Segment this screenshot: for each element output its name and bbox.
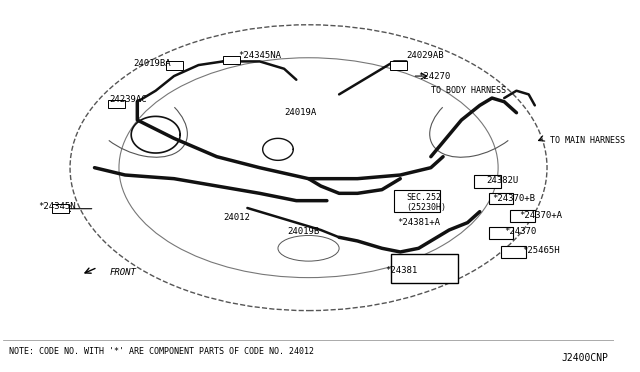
FancyBboxPatch shape (391, 254, 458, 283)
Text: TO BODY HARNESS: TO BODY HARNESS (431, 86, 506, 95)
Text: 24029AB: 24029AB (406, 51, 444, 60)
Text: FRONT: FRONT (110, 267, 137, 277)
Text: *24370: *24370 (504, 227, 536, 236)
FancyBboxPatch shape (474, 175, 501, 188)
FancyBboxPatch shape (166, 61, 183, 70)
Text: NOTE: CODE NO. WITH '*' ARE COMPONENT PARTS OF CODE NO. 24012: NOTE: CODE NO. WITH '*' ARE COMPONENT PA… (9, 347, 314, 356)
FancyBboxPatch shape (390, 61, 407, 70)
FancyBboxPatch shape (501, 247, 525, 258)
Text: *24345NA: *24345NA (238, 51, 281, 60)
FancyBboxPatch shape (489, 227, 513, 239)
FancyBboxPatch shape (510, 210, 535, 222)
Text: *24345N: *24345N (38, 202, 76, 211)
Text: *24381+A: *24381+A (397, 218, 440, 227)
FancyBboxPatch shape (108, 100, 125, 108)
FancyBboxPatch shape (489, 193, 513, 204)
Text: *24270: *24270 (419, 71, 451, 81)
Text: *24381: *24381 (385, 266, 417, 275)
Text: 24012: 24012 (223, 213, 250, 222)
Text: TO MAIN HARNESS: TO MAIN HARNESS (550, 136, 625, 145)
Text: 24382U: 24382U (486, 176, 518, 185)
FancyBboxPatch shape (394, 190, 440, 212)
Text: J2400CNP: J2400CNP (561, 353, 608, 363)
Text: 24019A: 24019A (284, 108, 316, 117)
Text: 24239AC: 24239AC (110, 95, 147, 105)
Text: SEC.252
(25230H): SEC.252 (25230H) (406, 193, 446, 212)
FancyBboxPatch shape (52, 204, 69, 213)
Text: 24019B: 24019B (287, 227, 319, 236)
Text: 24019BA: 24019BA (133, 59, 171, 68)
FancyBboxPatch shape (223, 55, 240, 64)
Text: *24370+A: *24370+A (520, 211, 563, 220)
Text: *24370+B: *24370+B (492, 194, 535, 203)
Text: *25465H: *25465H (523, 246, 560, 254)
